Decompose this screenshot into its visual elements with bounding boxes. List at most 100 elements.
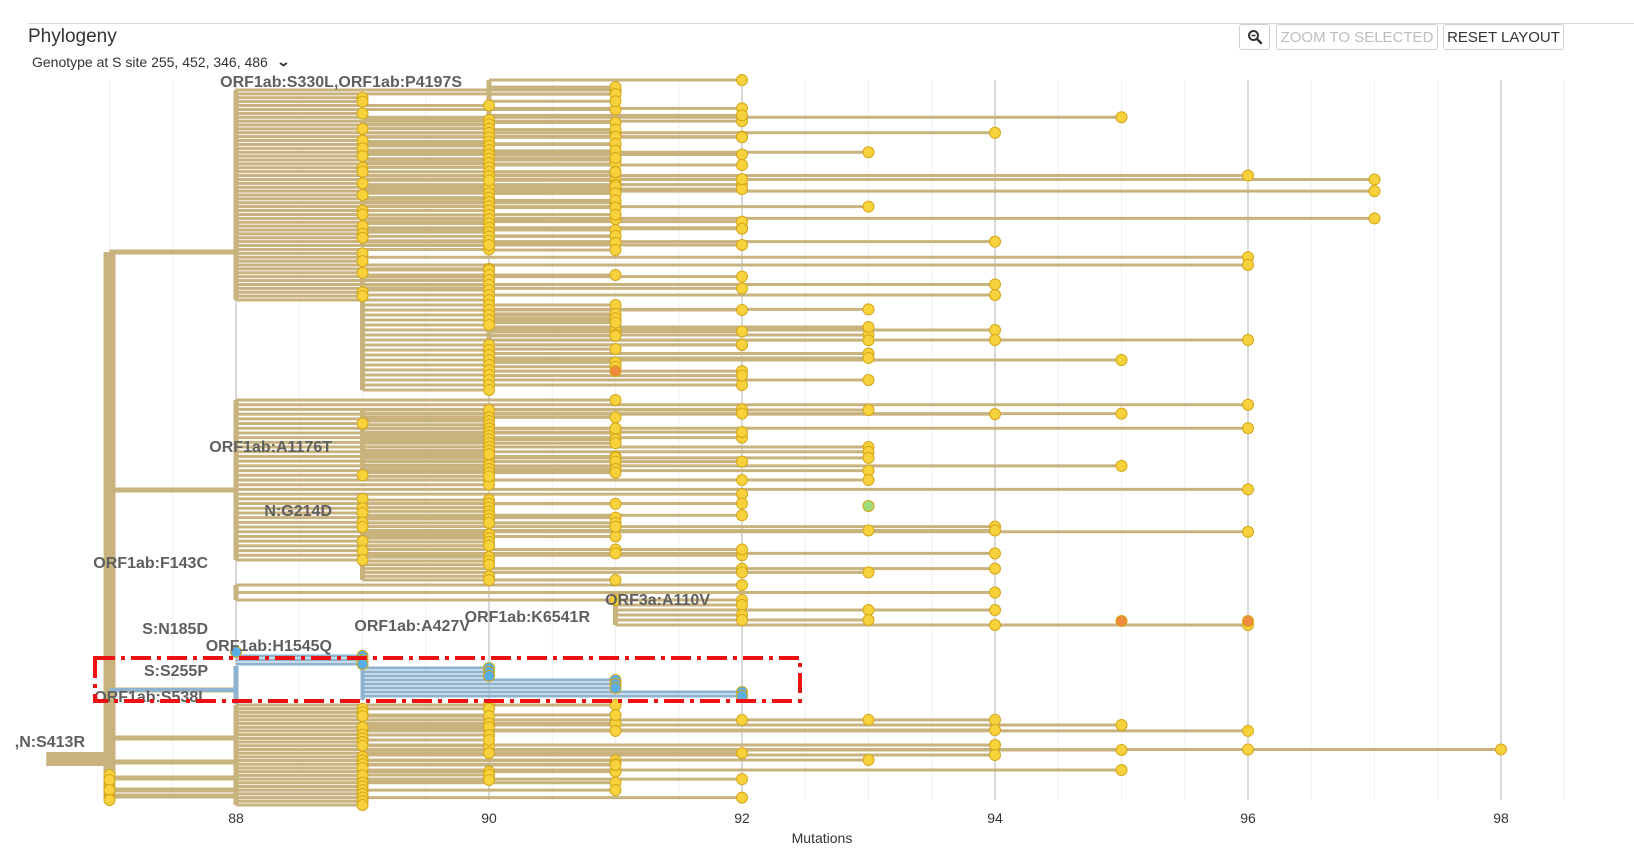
tip-node[interactable] bbox=[736, 109, 748, 122]
tip-node[interactable] bbox=[989, 586, 1001, 599]
tip-node[interactable] bbox=[1242, 169, 1254, 182]
tip-node[interactable] bbox=[1242, 615, 1254, 627]
tip-node[interactable] bbox=[736, 599, 748, 611]
tip-node[interactable] bbox=[356, 189, 369, 201]
tip-node[interactable] bbox=[736, 338, 748, 351]
tip-node[interactable] bbox=[609, 316, 622, 329]
tip-node[interactable] bbox=[356, 469, 369, 482]
tip-node[interactable] bbox=[862, 303, 875, 316]
tip-node[interactable] bbox=[609, 208, 622, 221]
tip-node[interactable] bbox=[609, 411, 622, 424]
tip-node[interactable] bbox=[736, 148, 748, 161]
tip-node[interactable] bbox=[862, 351, 875, 364]
tip-node[interactable] bbox=[483, 574, 495, 586]
tip-node[interactable] bbox=[736, 270, 748, 283]
tip-node[interactable] bbox=[989, 289, 1001, 301]
tip-node[interactable] bbox=[356, 739, 369, 752]
tip-node[interactable] bbox=[736, 131, 748, 144]
tip-node[interactable] bbox=[609, 151, 622, 164]
tip-node[interactable] bbox=[356, 417, 369, 430]
tip-node[interactable] bbox=[103, 794, 116, 806]
tip-node[interactable] bbox=[609, 497, 622, 510]
tip-node[interactable] bbox=[862, 404, 875, 416]
tip-node[interactable] bbox=[989, 739, 1001, 751]
tip-node[interactable] bbox=[736, 614, 748, 626]
tip-node[interactable] bbox=[356, 554, 369, 566]
tip-node[interactable] bbox=[609, 394, 622, 406]
tip-node[interactable] bbox=[483, 774, 495, 786]
tip-node[interactable] bbox=[989, 713, 1001, 726]
tip-node[interactable] bbox=[483, 734, 495, 746]
tip-node[interactable] bbox=[862, 500, 875, 512]
tip-node[interactable] bbox=[1368, 173, 1381, 186]
tip-node[interactable] bbox=[356, 255, 369, 268]
tip-node[interactable] bbox=[989, 524, 1001, 537]
tip-node[interactable] bbox=[483, 558, 495, 571]
tip-node[interactable] bbox=[736, 543, 748, 556]
tip-node[interactable] bbox=[483, 670, 495, 682]
tip-node[interactable] bbox=[609, 759, 622, 771]
tip-node[interactable] bbox=[862, 566, 875, 579]
tip-node[interactable] bbox=[736, 747, 748, 760]
tip-node[interactable] bbox=[989, 547, 1001, 560]
tip-node[interactable] bbox=[609, 709, 622, 721]
tip-node[interactable] bbox=[736, 304, 748, 316]
tip-node[interactable] bbox=[1368, 212, 1381, 225]
tip-node[interactable] bbox=[736, 222, 748, 235]
zoom-to-selected-button[interactable]: ZOOM TO SELECTED bbox=[1276, 24, 1438, 50]
tip-node[interactable] bbox=[609, 269, 622, 281]
tip-node[interactable] bbox=[736, 369, 748, 382]
tip-node[interactable] bbox=[989, 408, 1001, 421]
tip-node[interactable] bbox=[1495, 743, 1507, 756]
tip-node[interactable] bbox=[736, 239, 748, 251]
tip-node[interactable] bbox=[989, 619, 1001, 631]
tip-node[interactable] bbox=[989, 562, 1001, 575]
tip-node[interactable] bbox=[1115, 459, 1128, 472]
tip-node[interactable] bbox=[736, 159, 748, 171]
tip-node[interactable] bbox=[1115, 719, 1128, 731]
tip-node[interactable] bbox=[736, 714, 748, 726]
tip-node[interactable] bbox=[862, 200, 875, 213]
tip-node[interactable] bbox=[862, 474, 875, 486]
tip-node[interactable] bbox=[609, 547, 622, 560]
tip-node[interactable] bbox=[736, 282, 748, 295]
tip-node[interactable] bbox=[862, 451, 875, 464]
tip-node[interactable] bbox=[1115, 111, 1128, 124]
tip-node[interactable] bbox=[862, 614, 875, 626]
tip-node[interactable] bbox=[1115, 354, 1128, 366]
tip-node[interactable] bbox=[356, 799, 369, 811]
tip-node[interactable] bbox=[356, 521, 369, 534]
tip-node[interactable] bbox=[1115, 407, 1128, 420]
tip-node[interactable] bbox=[609, 329, 622, 342]
tip-node[interactable] bbox=[736, 325, 748, 338]
tip-node[interactable] bbox=[356, 177, 369, 190]
tip-node[interactable] bbox=[356, 658, 369, 670]
tip-node[interactable] bbox=[1115, 615, 1128, 627]
tip-node[interactable] bbox=[609, 594, 622, 606]
tip-node[interactable] bbox=[356, 122, 369, 135]
tip-node[interactable] bbox=[1242, 398, 1254, 411]
tip-node[interactable] bbox=[609, 422, 622, 435]
tip-node[interactable] bbox=[609, 343, 622, 356]
tip-node[interactable] bbox=[609, 244, 622, 256]
tip-node[interactable] bbox=[103, 784, 116, 796]
tip-node[interactable] bbox=[483, 384, 495, 396]
tip-node[interactable] bbox=[609, 365, 622, 377]
color-by-dropdown[interactable]: Genotype at S site 255, 452, 346, 486 ⌄ bbox=[32, 54, 290, 70]
tip-node[interactable] bbox=[736, 791, 748, 804]
tip-node[interactable] bbox=[736, 474, 748, 486]
tip-node[interactable] bbox=[483, 516, 495, 529]
tip-node[interactable] bbox=[609, 95, 622, 108]
tip-node[interactable] bbox=[736, 74, 748, 86]
tip-node[interactable] bbox=[736, 579, 748, 591]
tip-node[interactable] bbox=[483, 319, 495, 331]
tip-node[interactable] bbox=[736, 426, 748, 439]
tip-node[interactable] bbox=[736, 455, 748, 468]
tip-node[interactable] bbox=[1115, 744, 1128, 756]
tip-node[interactable] bbox=[356, 266, 369, 279]
tip-node[interactable] bbox=[356, 290, 369, 303]
tip-node[interactable] bbox=[1242, 525, 1254, 538]
zoom-out-button[interactable] bbox=[1239, 24, 1270, 50]
tip-node[interactable] bbox=[483, 239, 495, 251]
tip-node[interactable] bbox=[609, 437, 622, 450]
